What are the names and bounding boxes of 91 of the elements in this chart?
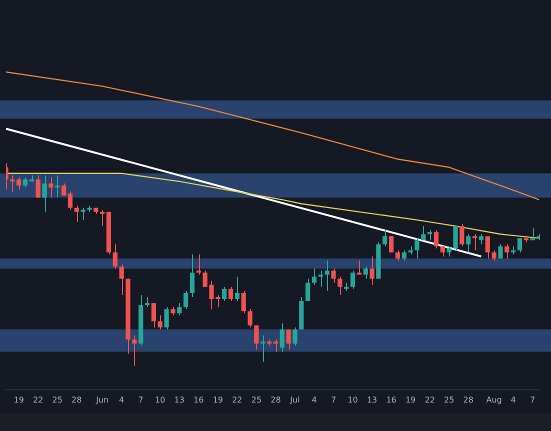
x-tick-label: 10 — [155, 395, 166, 404]
candlestick — [356, 260, 362, 276]
candlestick — [100, 209, 105, 227]
candlestick — [446, 246, 452, 257]
candlestick — [428, 230, 432, 241]
candlestick — [478, 234, 484, 245]
candlestick — [402, 250, 406, 261]
candlestick — [222, 286, 227, 302]
candlestick — [466, 234, 471, 253]
x-tick-label: 22 — [33, 395, 44, 404]
candlestick — [324, 260, 330, 292]
candlestick — [485, 236, 490, 259]
candlestick — [61, 182, 66, 196]
x-tick-label: 4 — [510, 395, 516, 404]
candlestick — [331, 268, 336, 284]
candlestick — [306, 278, 310, 302]
candlestick — [119, 264, 124, 296]
candlestick — [492, 250, 496, 261]
candlestick — [151, 302, 156, 328]
candlestick — [112, 244, 118, 270]
x-tick-label: 13 — [366, 395, 378, 404]
candlestick — [196, 254, 201, 276]
candlestick — [382, 230, 388, 247]
candlestick — [68, 191, 73, 210]
candlestick — [472, 234, 478, 251]
candlestick — [74, 205, 79, 222]
candlestick — [36, 174, 40, 198]
candlestick — [517, 238, 522, 253]
candlestick — [460, 224, 464, 247]
x-tick-label: 28 — [270, 395, 281, 404]
candlestick — [190, 254, 195, 298]
candlestick — [312, 268, 317, 286]
x-tick-label: 13 — [174, 395, 184, 404]
candlestick — [370, 256, 374, 286]
candlestick — [280, 322, 284, 352]
x-tick-label: 4 — [119, 395, 124, 404]
candlestick — [388, 236, 394, 253]
candlestick — [48, 176, 54, 198]
x-tick-label: 25 — [444, 395, 454, 404]
x-tick-label: 10 — [348, 395, 358, 404]
candlestick — [318, 270, 323, 288]
x-tick-label: 22 — [424, 395, 435, 404]
x-tick-label: 16 — [386, 395, 396, 404]
candlestick — [363, 266, 368, 280]
candlestick — [228, 286, 234, 302]
x-tick-label: 25 — [52, 395, 62, 404]
candlestick — [132, 334, 137, 366]
candlestick — [164, 306, 169, 330]
candlestick — [338, 276, 342, 296]
candlestick — [434, 230, 439, 249]
candlestick — [144, 296, 150, 308]
candlestick — [234, 276, 240, 302]
candlestick — [350, 270, 356, 290]
candlestick — [530, 228, 535, 241]
candlestick — [16, 176, 22, 190]
x-tick-label: 7 — [330, 395, 336, 404]
candlestick — [504, 244, 510, 259]
candlestick — [42, 174, 47, 212]
x-tick-label: 16 — [194, 395, 204, 404]
x-tick-label: 4 — [312, 395, 317, 404]
candlestick — [421, 226, 426, 241]
candlestick — [241, 290, 246, 314]
candlestick — [273, 339, 278, 352]
x-tick-label: 7 — [530, 395, 536, 404]
x-tick-label: 7 — [138, 395, 144, 404]
x-tick-label: 22 — [232, 395, 242, 404]
candlestick — [248, 308, 252, 328]
candlestick — [10, 174, 15, 192]
candlestick — [177, 302, 182, 316]
candlestick — [260, 334, 266, 362]
candlestick — [55, 174, 60, 198]
x-tick-label: Jul — [289, 395, 300, 404]
candlestick — [22, 176, 28, 188]
candlestick — [286, 328, 291, 350]
candlestick — [292, 326, 298, 346]
x-tick-label: 19 — [212, 395, 224, 404]
x-tick-label: 25 — [251, 395, 262, 404]
x-tick-label: Jun — [95, 395, 109, 404]
candlestick — [498, 244, 503, 259]
candlestick — [254, 324, 259, 350]
x-tick-label: 28 — [72, 395, 82, 404]
x-tick-label: Aug — [486, 395, 502, 404]
candlestick — [158, 314, 162, 330]
x-tick-label: 19 — [405, 395, 416, 404]
candlestick — [183, 290, 188, 310]
x-tick-label: 19 — [14, 395, 24, 404]
candlestick — [395, 250, 400, 261]
candlestick — [414, 238, 420, 259]
x-tick-label: 28 — [463, 395, 474, 404]
candlestick — [453, 226, 458, 251]
candlestick — [80, 207, 86, 220]
